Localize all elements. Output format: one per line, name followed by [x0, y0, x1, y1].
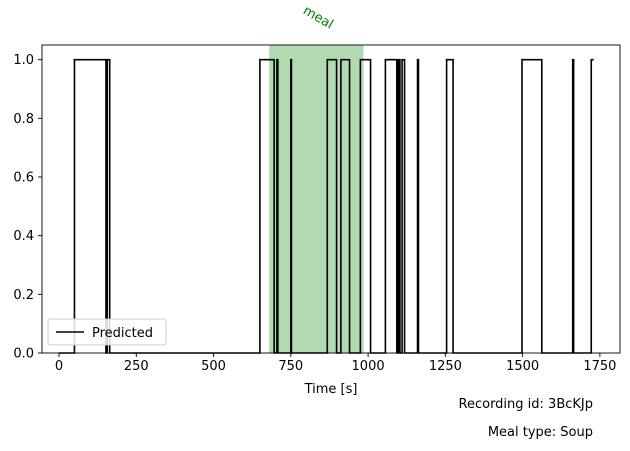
- y-tick-label: 0.2: [13, 288, 34, 303]
- ticks: 0 250 500 750 1000 1250 1500 1750 0.0 0.2 0.4 0.6 0.…: [13, 53, 616, 374]
- meal-type-label: Meal type: Soup: [487, 425, 593, 440]
- x-tick-label: 1750: [583, 359, 616, 374]
- y-tick-label: 0.4: [13, 229, 34, 244]
- x-tick-label: 1500: [506, 359, 539, 374]
- shaded-region-label: meal: [300, 3, 335, 32]
- x-tick-label: 1000: [352, 359, 385, 374]
- x-tick-label: 750: [278, 359, 303, 374]
- y-tick-label: 0.8: [13, 112, 34, 127]
- x-axis-label: Time [s]: [304, 382, 358, 397]
- x-tick-label: 0: [55, 359, 63, 374]
- y-tick-label: 0.6: [13, 171, 34, 186]
- y-tick-label: 0.0: [13, 347, 34, 362]
- recording-id-label: Recording id: 3BcKJp: [458, 397, 593, 412]
- axes-frame: [41, 44, 621, 354]
- x-tick-label: 500: [201, 359, 226, 374]
- y-tick-label: 1.0: [13, 53, 34, 68]
- legend-box: [47, 318, 167, 346]
- x-tick-label: 1250: [429, 359, 462, 374]
- axes: [41, 44, 621, 354]
- shaded-region-meal: [269, 45, 364, 353]
- x-tick-label: 250: [124, 359, 149, 374]
- legend-label: Predicted: [92, 326, 153, 341]
- legend: Predicted: [47, 318, 167, 346]
